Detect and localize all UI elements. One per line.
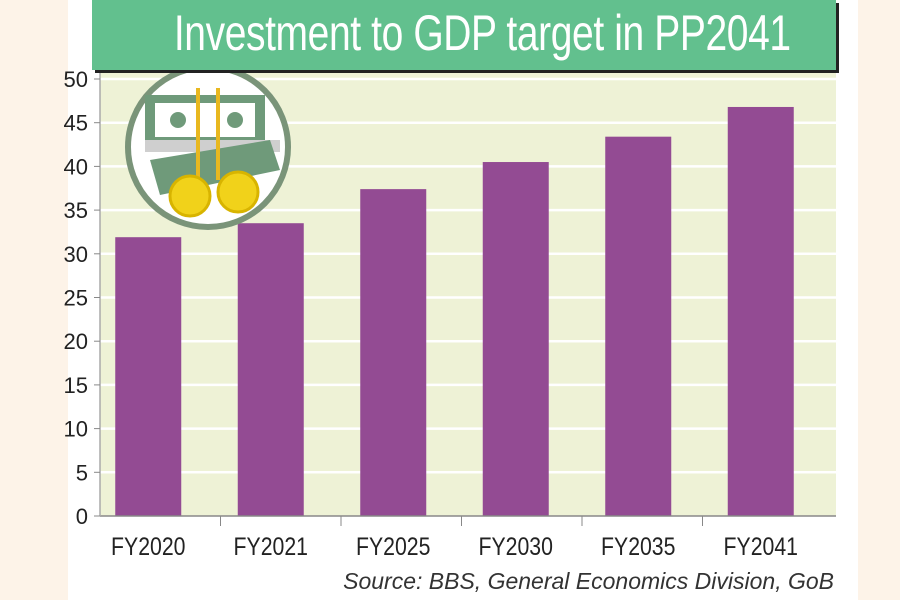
x-tick-label: FY2020 (111, 532, 185, 560)
bar-fy2035 (605, 136, 672, 516)
y-tick-label: 10 (64, 417, 88, 442)
x-tick-label: FY2041 (724, 532, 798, 560)
y-tick-label: 50 (64, 67, 88, 92)
y-tick-label: 5 (76, 460, 88, 485)
title-banner: Investment to GDP target in PP2041 (92, 0, 836, 70)
y-tick-label: 35 (64, 198, 88, 223)
x-tick-label: FY2021 (234, 532, 308, 560)
y-tick-label: 40 (64, 154, 88, 179)
bar-fy2030 (482, 162, 549, 516)
chart-title: Investment to GDP target in PP2041 (173, 5, 791, 61)
y-tick-label: 45 (64, 111, 88, 136)
bar-fy2025 (360, 189, 427, 516)
x-tick-label: FY2025 (356, 532, 430, 560)
y-tick-label: 0 (76, 504, 88, 529)
x-tick-label: FY2035 (601, 532, 675, 560)
y-tick-label: 15 (64, 373, 88, 398)
y-tick-label: 20 (64, 329, 88, 354)
bar-fy2020 (115, 237, 182, 516)
money-coins-icon (125, 64, 291, 230)
y-tick-label: 30 (64, 242, 88, 267)
bar-fy2021 (237, 223, 304, 516)
y-tick-label: 25 (64, 286, 88, 311)
bar-fy2041 (727, 106, 794, 516)
x-tick-label: FY2030 (479, 532, 553, 560)
source-note: Source: BBS, General Economics Division,… (343, 568, 834, 594)
